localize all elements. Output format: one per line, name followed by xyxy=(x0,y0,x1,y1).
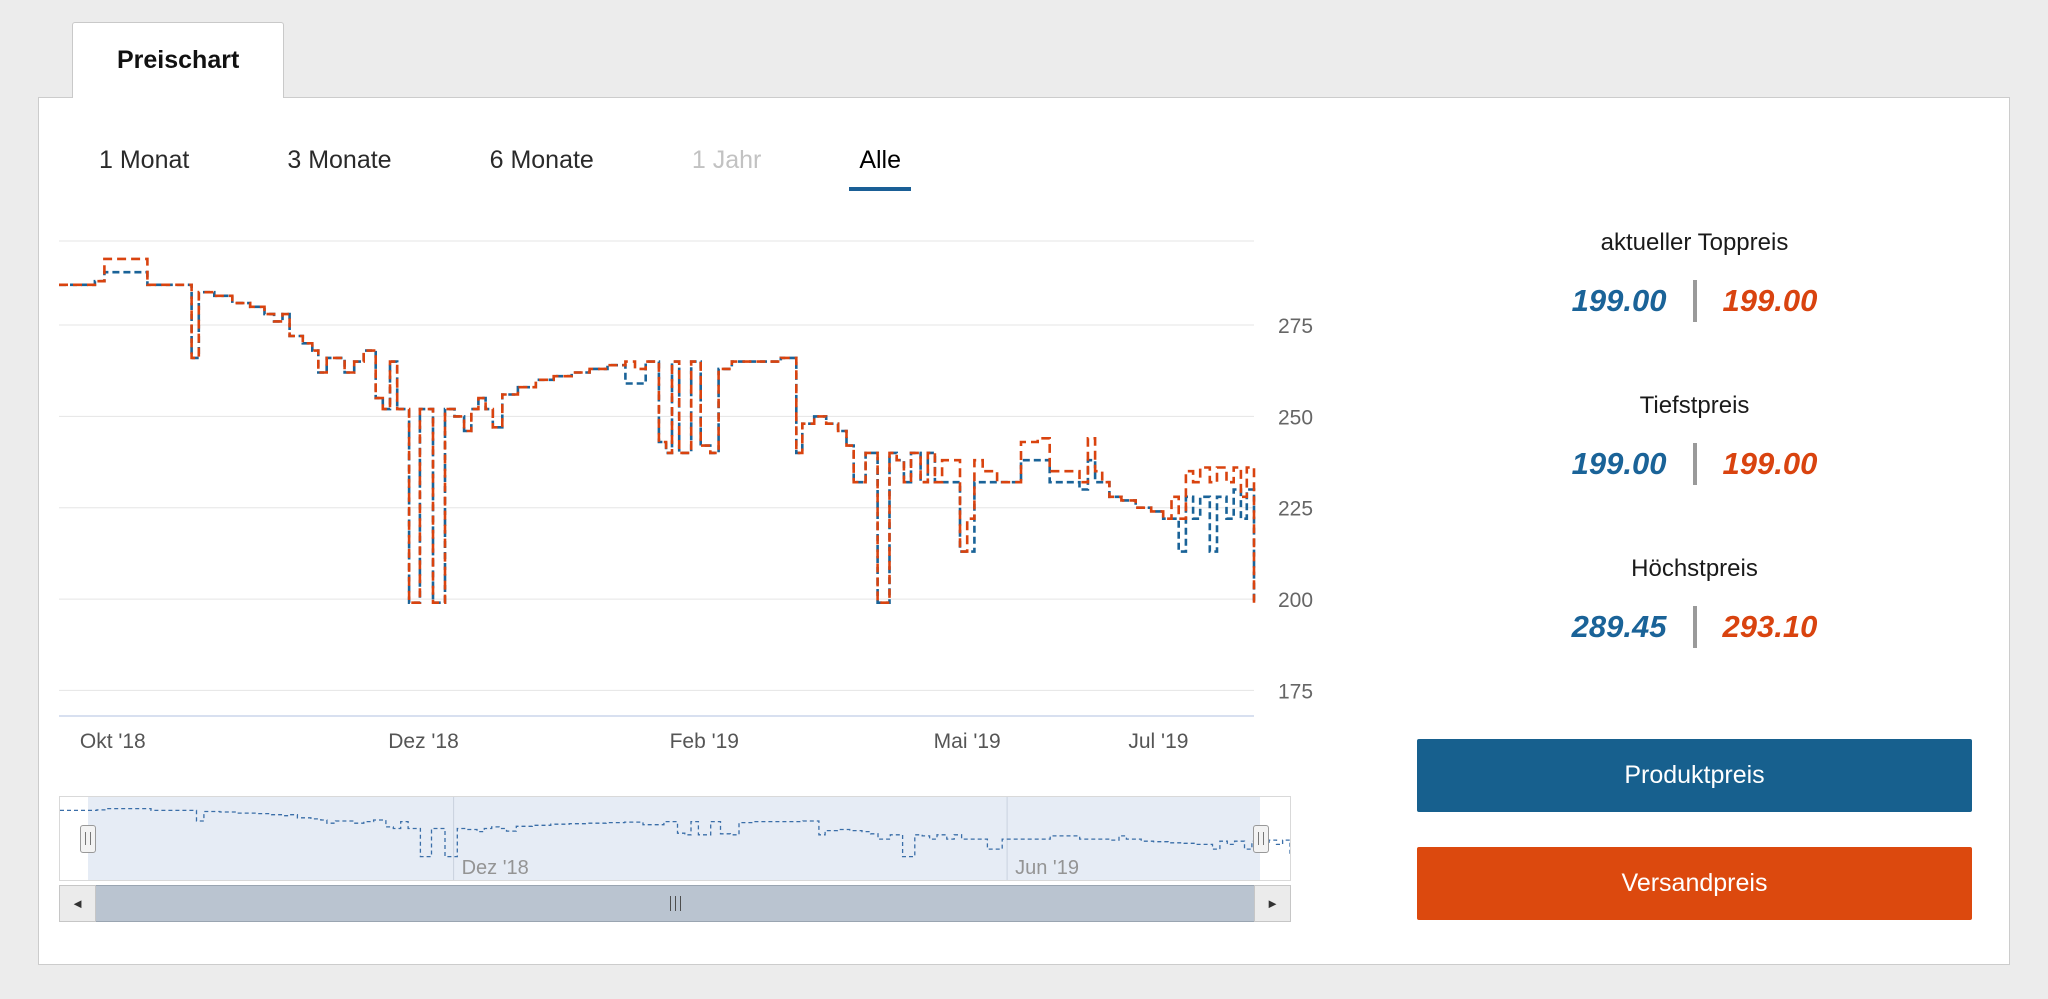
scrollbar-grip-icon xyxy=(679,896,681,911)
x-axis-label: Okt '18 xyxy=(80,730,146,753)
versandpreis-line xyxy=(59,257,1256,604)
stat-label: aktueller Toppreis xyxy=(1600,229,1789,256)
navigator-selected-range[interactable] xyxy=(88,797,1260,880)
tab-preischart[interactable]: Preischart xyxy=(72,22,285,98)
scrollbar-right-arrow-icon[interactable]: ► xyxy=(1254,885,1291,922)
versandpreis-value: 199.00 xyxy=(1722,446,1818,481)
produktpreis-value: 289.45 xyxy=(1571,609,1667,644)
chart-content: 275 250 225 200 175 Okt '18 Dez '18 Feb '19 Mai … xyxy=(39,191,2009,922)
navigator-left-handle[interactable] xyxy=(80,824,96,853)
navigator-series-line xyxy=(60,807,1290,858)
stat-hoechstpreis: Höchstpreis 289.45 293.10 xyxy=(1417,555,1972,648)
price-chart[interactable]: 275 250 225 200 175 Okt '18 Dez '18 Feb '19 Mai … xyxy=(39,231,1339,756)
stat-label: Höchstpreis xyxy=(1631,555,1758,582)
produktpreis-value: 199.00 xyxy=(1571,446,1667,481)
x-axis-label: Dez '18 xyxy=(388,730,459,753)
produktpreis-line xyxy=(59,270,1256,604)
value-divider xyxy=(1692,606,1697,648)
navigator-axis-label: Dez '18 xyxy=(462,857,529,879)
navigator-right-handle[interactable] xyxy=(1253,824,1269,853)
range-3-monate[interactable]: 3 Monate xyxy=(287,146,392,174)
x-axis-label: Jul '19 xyxy=(1128,730,1188,753)
stat-tiefstpreis: Tiefstpreis 199.00 199.00 xyxy=(1417,392,1972,485)
stat-values: 199.00 199.00 xyxy=(1417,280,1972,322)
chart-scrollbar: ◄ ► xyxy=(59,885,1291,922)
navigator-axis-label: Jun '19 xyxy=(1015,857,1079,879)
preischart-widget: Preischart 1 Monat 3 Monate 6 Monate 1 J… xyxy=(38,22,2010,965)
stat-values: 199.00 199.00 xyxy=(1417,443,1972,485)
versandpreis-button[interactable]: Versandpreis xyxy=(1417,847,1972,920)
scrollbar-grip-icon xyxy=(674,896,676,911)
versandpreis-value: 199.00 xyxy=(1722,283,1818,318)
y-axis-label: 200 xyxy=(1278,589,1313,612)
stat-label: Tiefstpreis xyxy=(1639,392,1750,419)
scrollbar-thumb[interactable] xyxy=(96,885,1254,922)
tab-label: Preischart xyxy=(117,46,240,74)
scrollbar-grip-icon xyxy=(669,896,671,911)
range-1-jahr: 1 Jahr xyxy=(691,146,762,174)
y-axis-label: 250 xyxy=(1278,406,1313,429)
y-axis-label: 175 xyxy=(1278,680,1313,703)
range-1-monat[interactable]: 1 Monat xyxy=(99,146,190,174)
navigator-mini-chart: Dez '18 Jun '19 xyxy=(60,797,1290,880)
stat-aktueller-toppreis: aktueller Toppreis 199.00 199.00 xyxy=(1417,229,1972,322)
chart-panel: 1 Monat 3 Monate 6 Monate 1 Jahr Alle 27… xyxy=(38,97,2010,965)
produktpreis-button[interactable]: Produktpreis xyxy=(1417,739,1972,812)
y-axis-label: 225 xyxy=(1278,498,1313,521)
range-6-monate[interactable]: 6 Monate xyxy=(489,146,594,174)
chart-navigator: Dez '18 Jun '19 xyxy=(59,796,1291,881)
scrollbar-left-arrow-icon[interactable]: ◄ xyxy=(59,885,96,922)
produktpreis-value: 199.00 xyxy=(1571,283,1667,318)
handle-grip-icon xyxy=(1258,832,1264,845)
chart-column: 275 250 225 200 175 Okt '18 Dez '18 Feb '19 Mai … xyxy=(39,191,1339,922)
range-alle[interactable]: Alle xyxy=(849,144,912,191)
y-axis-label: 275 xyxy=(1278,315,1313,338)
handle-grip-icon xyxy=(85,832,91,845)
versandpreis-value: 293.10 xyxy=(1722,609,1818,644)
value-divider xyxy=(1692,443,1697,485)
stat-values: 289.45 293.10 xyxy=(1417,606,1972,648)
x-axis-label: Feb '19 xyxy=(670,730,739,753)
price-stats-panel: aktueller Toppreis 199.00 199.00 Tiefstp… xyxy=(1417,191,1972,922)
range-selector: 1 Monat 3 Monate 6 Monate 1 Jahr Alle xyxy=(89,144,2009,191)
value-divider xyxy=(1692,280,1697,322)
x-axis-label: Mai '19 xyxy=(934,730,1001,753)
